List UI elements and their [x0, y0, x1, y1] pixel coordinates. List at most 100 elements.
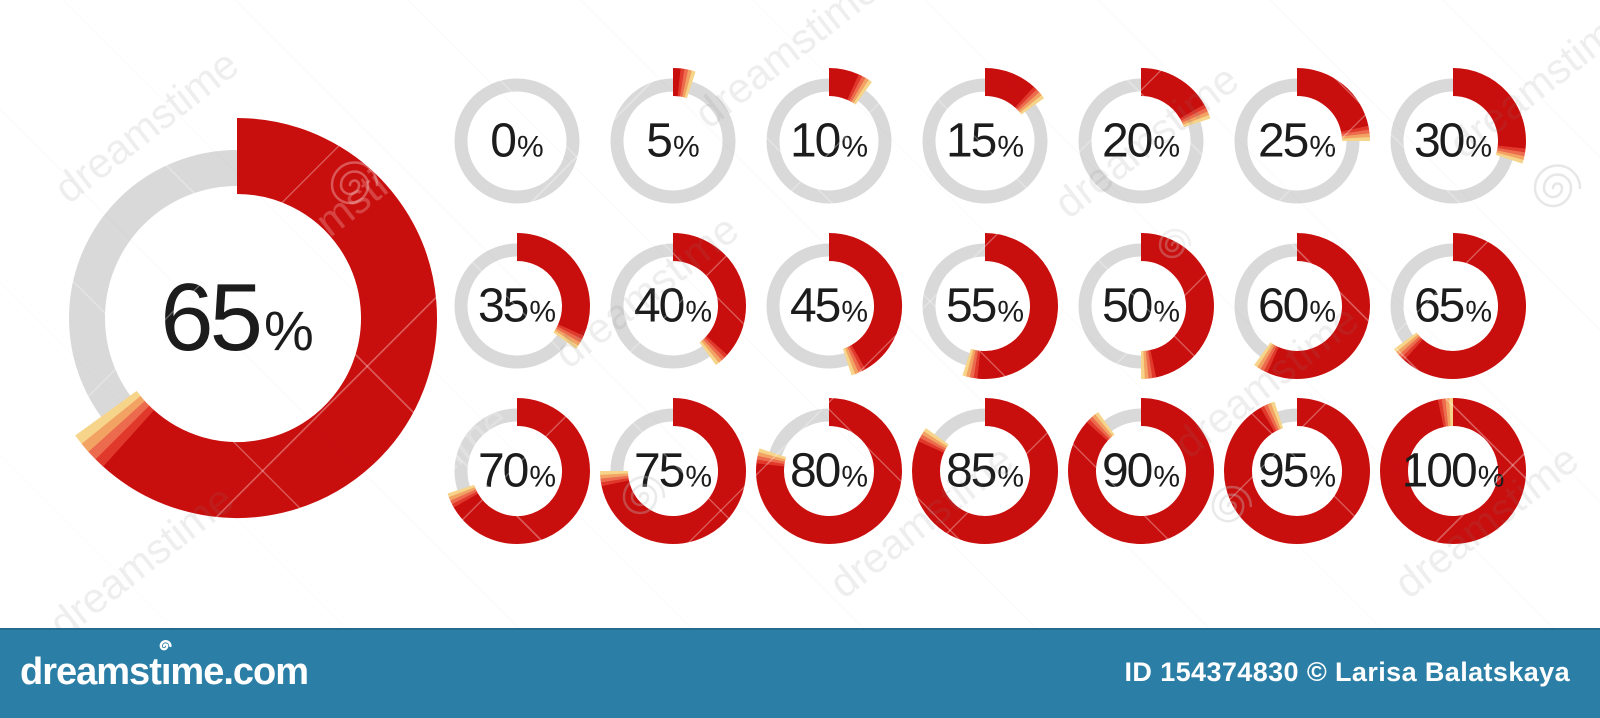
donut-tip-segment [756, 455, 786, 465]
donut-featured-65 [69, 118, 437, 518]
donut-tip-segment [962, 348, 974, 377]
donut-tip-segment [1182, 111, 1210, 126]
donut-track [454, 78, 580, 204]
donut-85 [912, 398, 1058, 544]
donut-tip-segment [847, 74, 863, 102]
donut-tip-segment [1496, 147, 1526, 157]
donut-tip-segment [1095, 411, 1115, 437]
donut-tip-segment [94, 405, 155, 467]
donut-tip-segment [1089, 416, 1112, 440]
donut-95 [1224, 398, 1370, 544]
donut-arc [601, 398, 746, 544]
donut-arc [1140, 233, 1214, 378]
donut-tip-segment [81, 395, 146, 452]
donut-tip-segment [1393, 332, 1419, 352]
donut-tip-segment [757, 451, 786, 462]
donut-arc [1068, 398, 1214, 544]
donut-60 [1234, 233, 1370, 379]
donut-tip-segment [1092, 414, 1113, 438]
donut-arc [1267, 233, 1370, 379]
donut-tip-segment [553, 330, 579, 349]
donut-arc [756, 398, 902, 544]
dreamstime-spiral-icon [159, 639, 172, 650]
donut-arc [1296, 68, 1369, 133]
donut-arc [828, 68, 859, 101]
donut-arc [1224, 398, 1370, 544]
donut-tip-segment [1401, 337, 1423, 361]
donut-tip-segment [682, 69, 693, 98]
logo-letter-i: ı [159, 639, 172, 694]
donut-90 [1068, 398, 1214, 544]
donut-arc [672, 233, 746, 356]
donut-arc [1403, 233, 1526, 379]
watermark-footer-bar: dreamstı me.com ID 154374830 © Larisa Bal… [0, 628, 1600, 718]
donut-tip-segment [918, 437, 946, 453]
donut-tip-segment [450, 489, 477, 505]
donut-tip-segment [1018, 92, 1042, 113]
donut-tip-segment [1254, 342, 1273, 368]
donut-tip-segment [600, 477, 630, 487]
donut-tip-segment [554, 328, 581, 347]
donut-tip-segment [842, 347, 856, 376]
donut-track [610, 78, 736, 204]
donut-tip-segment [1340, 125, 1370, 135]
donut-100 [1380, 397, 1526, 544]
donut-tip-segment [847, 346, 863, 373]
donut-tip-segment [921, 430, 948, 449]
donut-45 [766, 233, 902, 376]
dreamstime-logo: dreamstı me.com [20, 639, 309, 694]
donut-75 [599, 398, 746, 544]
donut-tip-segment [1496, 150, 1525, 161]
donut-tip-segment [702, 337, 725, 361]
donut-arc [1380, 398, 1526, 544]
donut-50 [1078, 233, 1214, 380]
donut-tip-segment [849, 344, 866, 372]
donut-tip-segment [1086, 419, 1110, 441]
donut-tip-segment [448, 486, 476, 501]
donut-tip-segment [684, 70, 696, 99]
donut-55 [922, 233, 1058, 379]
donut-tip-segment [1260, 344, 1277, 372]
donut-70 [447, 398, 590, 544]
donut-tip-segment [1398, 335, 1422, 358]
donut-arc [977, 233, 1058, 379]
donut-10 [766, 68, 892, 204]
donut-30 [1390, 68, 1526, 204]
donut-track [766, 78, 892, 204]
logo-text-pre: dreamst [20, 650, 162, 693]
donut-tip-segment [1182, 114, 1211, 128]
donut-tip-segment [1179, 104, 1207, 121]
image-credit: ID 154374830 © Larisa Balatskaya [1124, 656, 1570, 687]
donut-arc [984, 68, 1035, 109]
donut-tip-segment [965, 349, 976, 378]
donut-tip-segment [1396, 334, 1420, 355]
donut-tip-segment [701, 339, 722, 363]
donut-tip-segment [1437, 398, 1447, 428]
donut-tip-segment [679, 68, 689, 98]
donut-tip-segment [1495, 152, 1524, 164]
donut-tip-segment [1015, 86, 1037, 110]
donut-tip-segment [851, 77, 870, 104]
donut-tip-segment [758, 448, 787, 460]
donut-tip-segment [556, 324, 584, 340]
donut-tip-segment [555, 326, 583, 343]
donut-tip-segment [849, 75, 866, 103]
donut-arc [912, 398, 1058, 544]
donut-tip-segment [1181, 107, 1208, 123]
donut-tip-segment [853, 79, 872, 105]
donut-tip-segment [1016, 89, 1040, 112]
logo-text-post: me.com [170, 650, 309, 693]
donut-tip-segment [1267, 402, 1282, 430]
donut-tip-segment [1263, 345, 1279, 373]
donut-tip-segment [699, 340, 719, 366]
donut-arc [516, 233, 590, 336]
donut-25 [1234, 68, 1371, 204]
donut-tip-segment [923, 428, 949, 447]
donut-35 [454, 233, 590, 369]
donut-15 [922, 68, 1048, 204]
donut-tip-segment [87, 400, 150, 460]
donut-tip-segment [969, 349, 979, 379]
donut-tip-segment [1147, 349, 1157, 379]
